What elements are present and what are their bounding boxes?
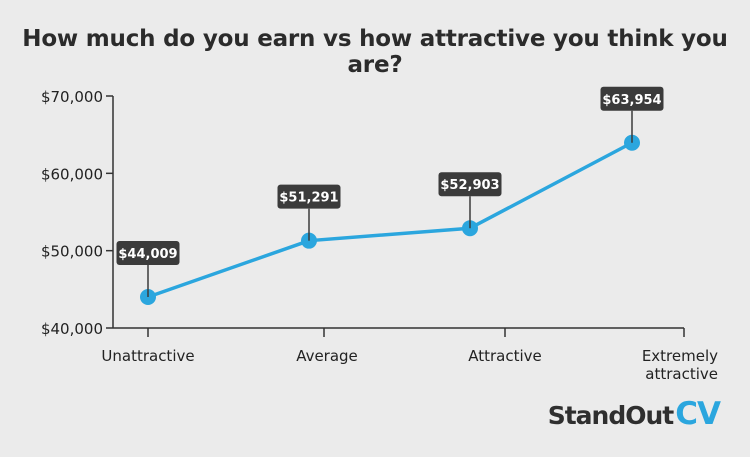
x-tick-label: Unattractive — [101, 347, 194, 365]
y-tick-label: $40,000 — [41, 320, 103, 338]
y-tick-label: $60,000 — [41, 165, 103, 183]
data-label-box — [438, 172, 502, 197]
x-tick-label: Attractive — [468, 347, 542, 365]
brand-accent: CV — [675, 396, 721, 432]
chart-title: How much do you earn vs how attractive y… — [22, 26, 728, 78]
series-line — [147, 141, 633, 299]
data-label: $51,291 — [279, 191, 338, 206]
data-label-box — [600, 86, 664, 111]
y-tick-label: $70,000 — [41, 88, 103, 106]
series — [140, 134, 640, 305]
data-labels: $44,009 $51,291 $52,903 $63,954 — [116, 86, 664, 297]
data-label: $44,009 — [118, 247, 177, 262]
y-tick-label: $50,000 — [41, 243, 103, 261]
brand-word: StandOut — [547, 401, 675, 430]
data-label-box — [116, 240, 180, 265]
x-tick-label: Average — [296, 347, 358, 365]
axes: $40,000 $50,000 $60,000 $70,000 Unattractive… — [41, 88, 718, 383]
data-label-box — [277, 184, 341, 209]
data-label: $63,954 — [602, 93, 661, 108]
brand-logo: StandOutCV — [547, 396, 721, 432]
x-tick-label: Extremely attractive — [642, 347, 718, 383]
data-label: $52,903 — [440, 178, 499, 193]
